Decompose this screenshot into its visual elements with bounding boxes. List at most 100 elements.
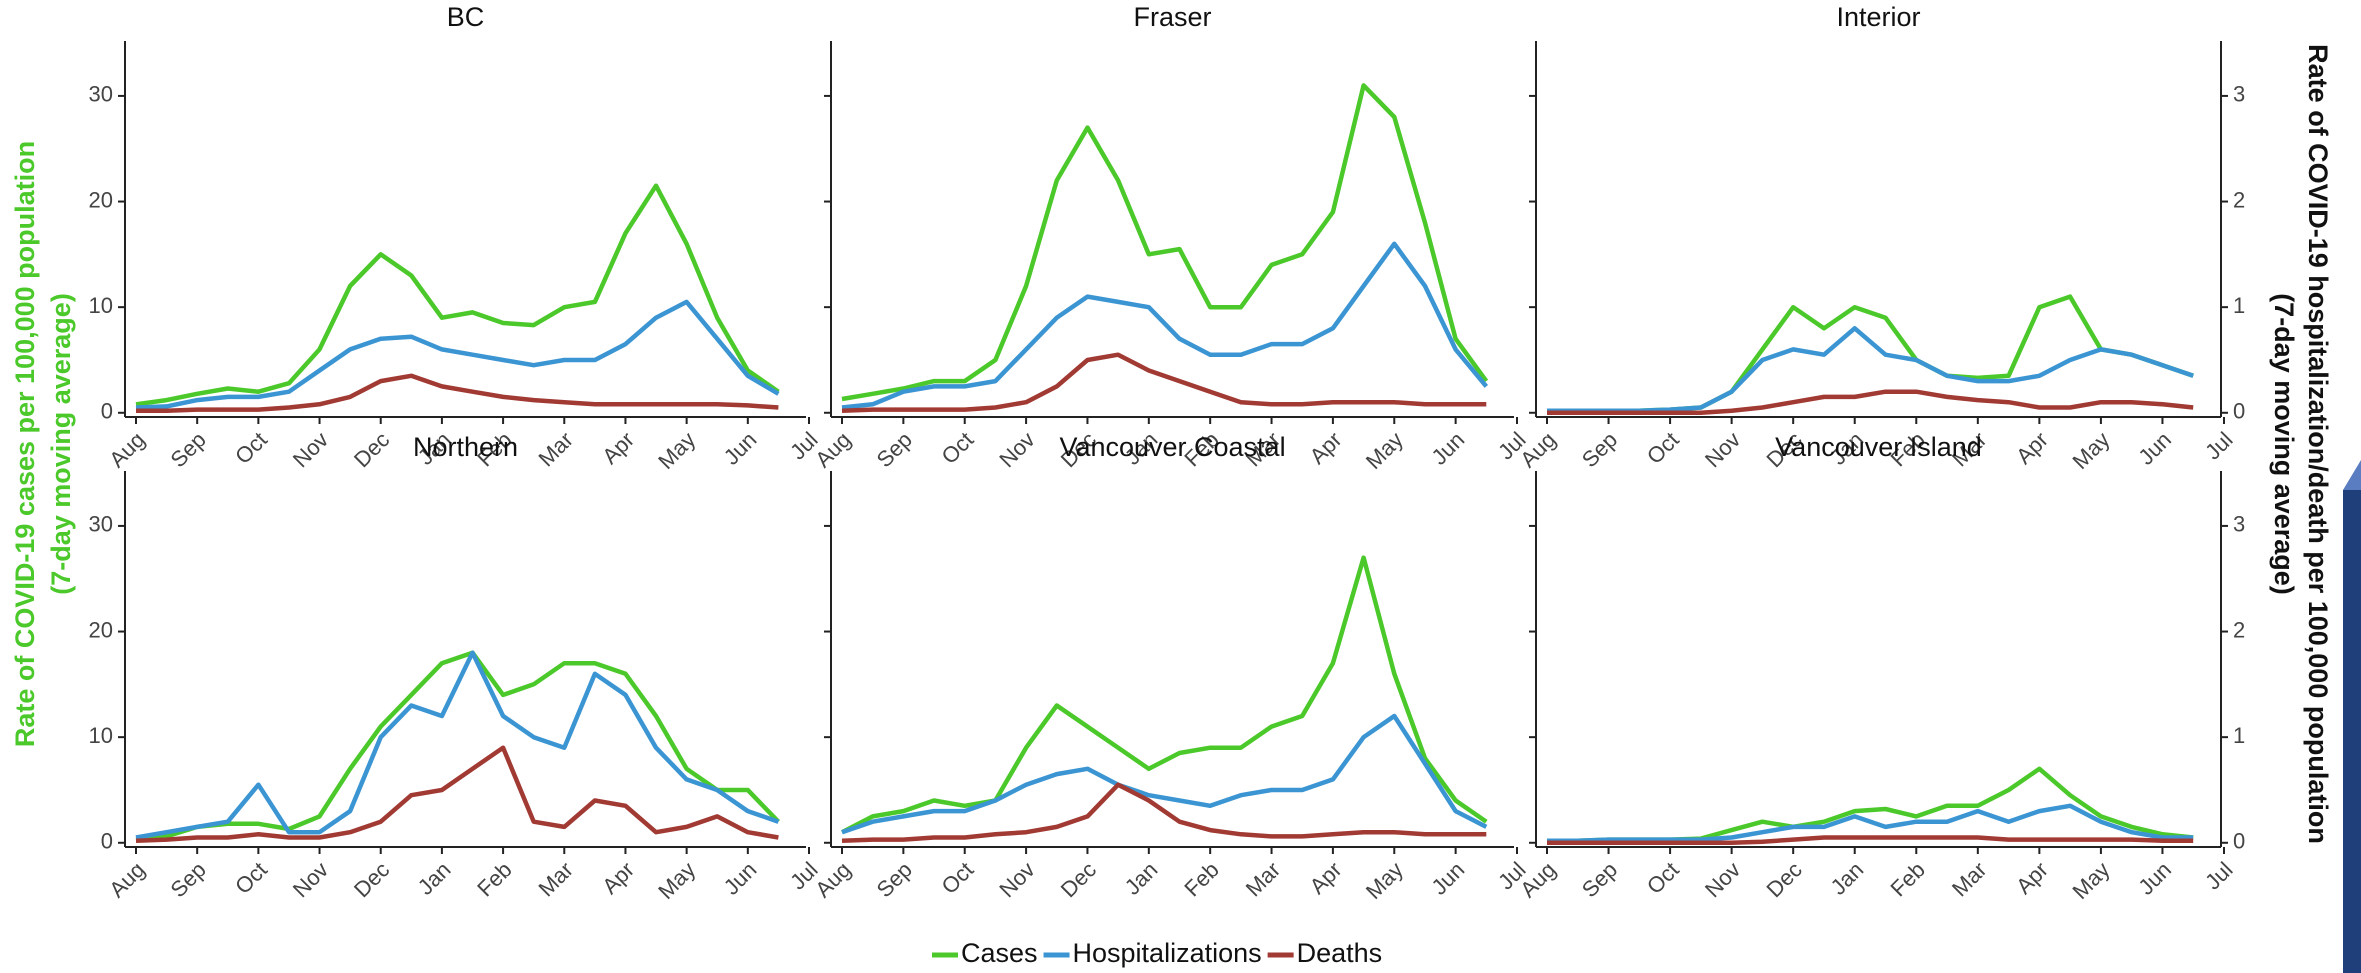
x-tick-label: Mar	[533, 427, 577, 471]
x-tick-label: Feb	[1885, 857, 1929, 901]
x-tick-label: Apr	[1305, 857, 1347, 899]
y-tick-label: 30	[89, 82, 113, 107]
x-tick-label: Oct	[1642, 857, 1684, 899]
edge-decoration	[2343, 490, 2361, 973]
y-tick-label: 30	[89, 512, 113, 537]
x-tick-label: Nov	[288, 857, 333, 902]
x-tick-label: Feb	[1179, 857, 1223, 901]
x-tick-label: Aug	[810, 857, 855, 902]
series-line	[135, 650, 780, 840]
y2-tick-label: 3	[2233, 82, 2245, 107]
x-tick-label: Jul	[2200, 857, 2238, 895]
x-tick-label: Aug	[104, 427, 149, 472]
panel-title: Fraser	[1133, 2, 1211, 32]
y2-tick-label: 3	[2233, 512, 2245, 537]
series-line	[135, 745, 779, 843]
x-tick-label: Sep	[1577, 857, 1622, 902]
series-line	[1547, 835, 2194, 846]
series-line	[841, 83, 1489, 402]
x-tick-label: Jun	[2133, 857, 2176, 900]
x-tick-label: Apr	[2011, 427, 2053, 469]
x-tick-label: Oct	[230, 857, 272, 899]
x-tick-label: Apr	[597, 427, 639, 469]
x-tick-label: Jan	[1826, 857, 1869, 900]
x-tick-label: May	[1361, 427, 1408, 474]
series-line	[841, 713, 1488, 835]
x-tick-label: Sep	[165, 857, 210, 902]
panel-title: Vancouver Coastal	[1059, 432, 1285, 462]
x-tick-label: Jan	[1120, 857, 1163, 900]
y-tick-label: 0	[101, 829, 113, 854]
y-tick-label: 20	[89, 617, 113, 642]
panel-title: BC	[447, 2, 485, 32]
x-tick-label: May	[1361, 857, 1408, 904]
x-tick-label: Jun	[719, 857, 762, 900]
x-tick-label: Nov	[288, 427, 333, 472]
series-line	[840, 555, 1488, 835]
panel-title: Interior	[1836, 2, 1920, 32]
y2-axis-title: (7-day moving average)	[2269, 293, 2299, 595]
y2-tick-label: 2	[2233, 187, 2245, 212]
x-tick-label: Jun	[1427, 427, 1470, 470]
y-tick-label: 0	[101, 399, 113, 424]
x-tick-label: Sep	[165, 427, 210, 472]
x-tick-label: Mar	[1241, 857, 1285, 901]
series-line	[841, 782, 1487, 843]
series-line	[135, 650, 781, 842]
x-tick-label: Apr	[2011, 857, 2053, 899]
x-tick-label: Oct	[936, 857, 978, 899]
y-tick-label: 10	[89, 723, 113, 748]
x-tick-label: May	[653, 427, 700, 474]
x-tick-label: Aug	[810, 427, 855, 472]
x-tick-label: Nov	[994, 427, 1039, 472]
series-line	[1547, 803, 2194, 843]
series-line	[1547, 326, 2194, 413]
y-tick-label: 10	[89, 293, 113, 318]
x-tick-label: Nov	[994, 857, 1039, 902]
series-line	[841, 352, 1487, 413]
y-tick-label: 20	[89, 187, 113, 212]
x-tick-label: Aug	[104, 857, 149, 902]
x-tick-label: Dec	[349, 427, 394, 472]
series-line	[135, 183, 780, 407]
y2-axis-title: Rate of COVID-19 hospitalization/death p…	[2303, 44, 2333, 844]
legend-label: Cases	[961, 938, 1038, 968]
x-tick-label: May	[2067, 427, 2114, 474]
series-line	[136, 373, 779, 413]
x-tick-label: May	[653, 857, 700, 904]
x-tick-label: Jun	[1427, 857, 1470, 900]
y2-tick-label: 0	[2233, 829, 2245, 854]
x-tick-label: Sep	[872, 857, 917, 902]
x-tick-label: Sep	[872, 427, 917, 472]
panel-title: Vancouver Island	[1775, 432, 1982, 462]
legend-label: Hospitalizations	[1073, 938, 1262, 968]
y-axis-title: (7-day moving average)	[46, 293, 76, 595]
x-tick-label: Feb	[472, 857, 516, 901]
x-tick-label: Aug	[1515, 427, 1560, 472]
x-tick-label: Aug	[1515, 857, 1560, 902]
x-tick-label: Mar	[533, 857, 577, 901]
y2-tick-label: 0	[2233, 399, 2245, 424]
x-tick-label: Jun	[2133, 427, 2176, 470]
edge-decoration	[2343, 460, 2361, 490]
x-tick-label: Mar	[1947, 857, 1991, 901]
x-tick-label: Jun	[719, 427, 762, 470]
x-tick-label: Oct	[1642, 427, 1684, 469]
x-tick-label: Dec	[349, 857, 394, 902]
y2-tick-label: 2	[2233, 617, 2245, 642]
x-tick-label: Apr	[1305, 427, 1347, 469]
x-tick-label: Jul	[2200, 427, 2238, 465]
x-tick-label: Sep	[1577, 427, 1622, 472]
series-line	[841, 241, 1489, 410]
y2-tick-label: 1	[2233, 293, 2245, 318]
x-tick-label: Oct	[936, 427, 978, 469]
y2-tick-label: 1	[2233, 723, 2245, 748]
series-line	[1546, 766, 2194, 844]
x-tick-label: Dec	[1761, 857, 1806, 902]
panel-title: Northern	[413, 432, 518, 462]
legend-label: Deaths	[1297, 938, 1383, 968]
x-tick-label: Apr	[597, 857, 639, 899]
y-axis-title: Rate of COVID-19 cases per 100,000 popul…	[10, 141, 40, 747]
